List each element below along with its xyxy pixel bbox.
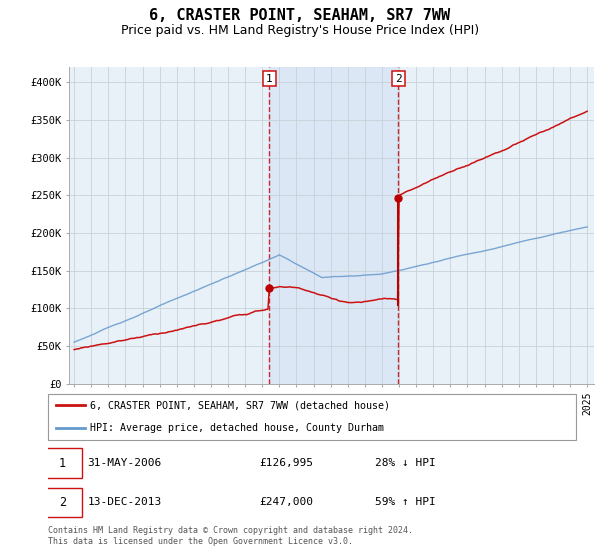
FancyBboxPatch shape xyxy=(43,488,82,517)
Text: £126,995: £126,995 xyxy=(259,458,313,468)
Text: Contains HM Land Registry data © Crown copyright and database right 2024.
This d: Contains HM Land Registry data © Crown c… xyxy=(48,526,413,546)
Text: 28% ↓ HPI: 28% ↓ HPI xyxy=(376,458,436,468)
Text: 59% ↑ HPI: 59% ↑ HPI xyxy=(376,497,436,507)
Text: 1: 1 xyxy=(59,457,66,470)
FancyBboxPatch shape xyxy=(48,394,576,440)
Text: 31-MAY-2006: 31-MAY-2006 xyxy=(88,458,162,468)
Text: Price paid vs. HM Land Registry's House Price Index (HPI): Price paid vs. HM Land Registry's House … xyxy=(121,24,479,36)
Bar xyxy=(269,67,398,384)
Text: £247,000: £247,000 xyxy=(259,497,313,507)
Text: 2: 2 xyxy=(59,496,66,509)
Text: 13-DEC-2013: 13-DEC-2013 xyxy=(88,497,162,507)
Text: 6, CRASTER POINT, SEAHAM, SR7 7WW (detached house): 6, CRASTER POINT, SEAHAM, SR7 7WW (detac… xyxy=(90,400,390,410)
Text: HPI: Average price, detached house, County Durham: HPI: Average price, detached house, Coun… xyxy=(90,423,384,433)
Text: 2: 2 xyxy=(395,73,402,83)
Text: 1: 1 xyxy=(266,73,273,83)
FancyBboxPatch shape xyxy=(43,449,82,478)
Text: 6, CRASTER POINT, SEAHAM, SR7 7WW: 6, CRASTER POINT, SEAHAM, SR7 7WW xyxy=(149,8,451,24)
